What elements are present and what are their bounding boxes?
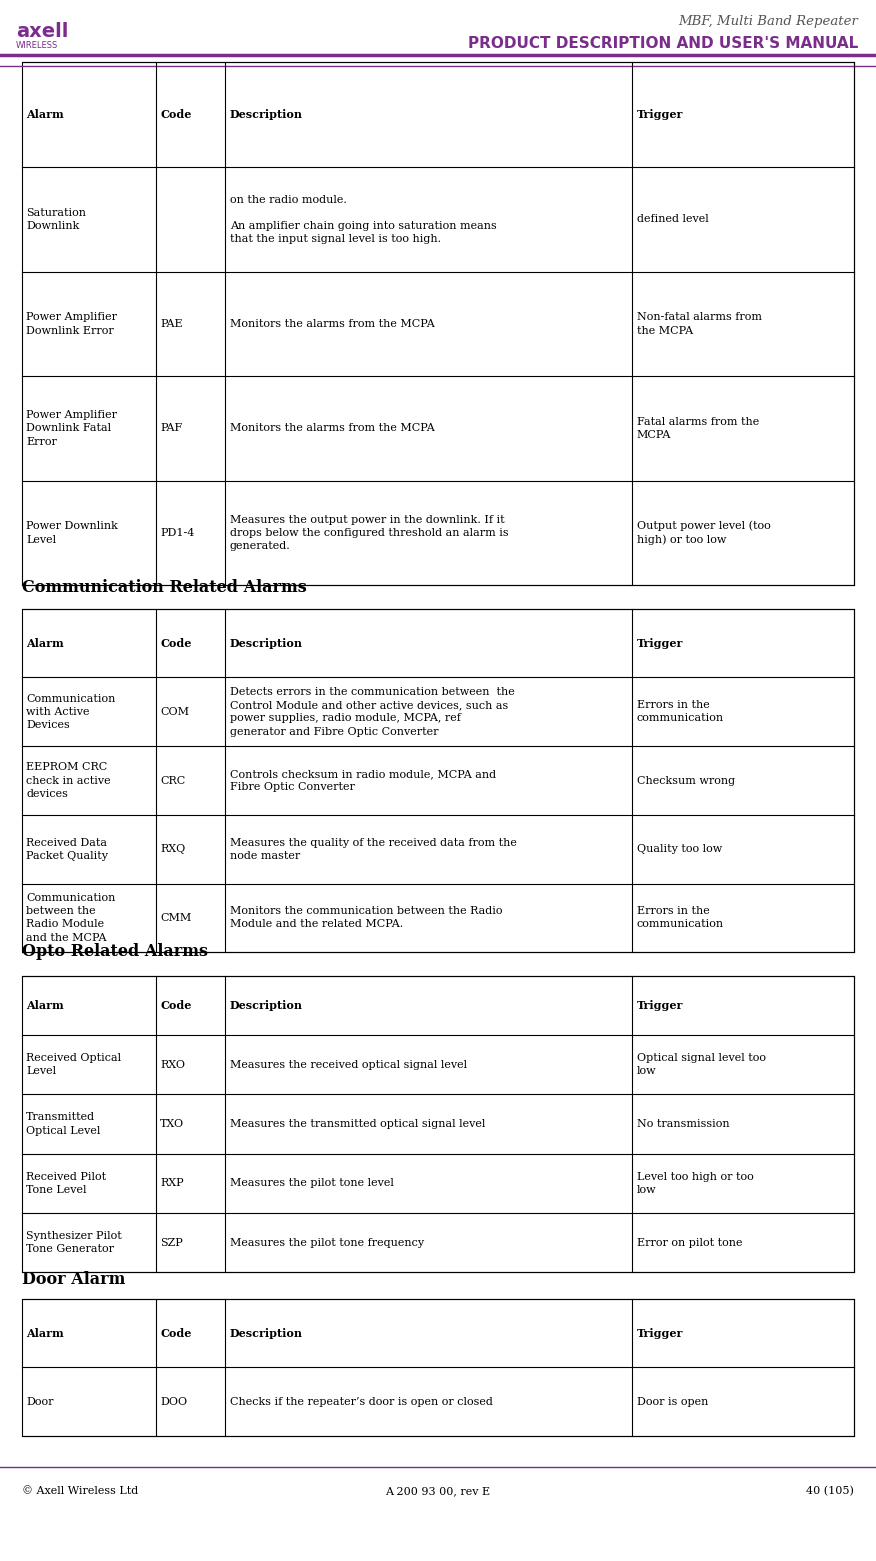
Text: WIRELESS: WIRELESS [16,41,58,50]
Text: Checks if the repeater’s door is open or closed: Checks if the repeater’s door is open or… [230,1397,492,1406]
Text: Detects errors in the communication between  the
Control Module and other active: Detects errors in the communication betw… [230,687,514,737]
Bar [22,609,854,952]
Text: 40 (105): 40 (105) [806,1486,854,1495]
Text: A 200 93 00, rev E: A 200 93 00, rev E [385,1486,491,1495]
Text: Alarm: Alarm [26,1327,64,1339]
Text: Trigger: Trigger [637,109,683,120]
Text: Communication Related Alarms: Communication Related Alarms [22,579,307,596]
Text: Measures the pilot tone frequency: Measures the pilot tone frequency [230,1238,424,1247]
Text: SZP: SZP [160,1238,183,1247]
Text: No transmission: No transmission [637,1119,729,1129]
Text: RXP: RXP [160,1179,184,1188]
Text: RXO: RXO [160,1060,186,1069]
Text: Communication
with Active
Devices: Communication with Active Devices [26,693,116,731]
Text: Opto Related Alarms: Opto Related Alarms [22,943,208,960]
Text: on the radio module.

An amplifier chain going into saturation means
that the in: on the radio module. An amplifier chain … [230,195,497,244]
Text: Measures the pilot tone level: Measures the pilot tone level [230,1179,393,1188]
Text: Received Pilot
Tone Level: Received Pilot Tone Level [26,1172,106,1194]
Text: Measures the received optical signal level: Measures the received optical signal lev… [230,1060,467,1069]
Text: Alarm: Alarm [26,109,64,120]
Text: Code: Code [160,637,192,649]
Text: Monitors the alarms from the MCPA: Monitors the alarms from the MCPA [230,423,434,434]
Text: Errors in the
communication: Errors in the communication [637,701,724,723]
Text: Trigger: Trigger [637,1327,683,1339]
Text: Code: Code [160,109,192,120]
Text: Power Downlink
Level: Power Downlink Level [26,521,118,545]
Text: Error on pilot tone: Error on pilot tone [637,1238,742,1247]
Text: Code: Code [160,999,192,1012]
Text: Errors in the
communication: Errors in the communication [637,907,724,929]
Text: RXQ: RXQ [160,845,186,854]
Text: Description: Description [230,999,303,1012]
Text: Fatal alarms from the
MCPA: Fatal alarms from the MCPA [637,417,759,440]
Text: Alarm: Alarm [26,637,64,649]
Text: Power Amplifier
Downlink Fatal
Error: Power Amplifier Downlink Fatal Error [26,411,117,446]
Text: Quality too low: Quality too low [637,845,722,854]
Text: PAF: PAF [160,423,182,434]
Text: Alarm: Alarm [26,999,64,1012]
Text: EEPROM CRC
check in active
devices: EEPROM CRC check in active devices [26,762,111,799]
Text: Level too high or too
low: Level too high or too low [637,1172,753,1194]
Text: Monitors the alarms from the MCPA: Monitors the alarms from the MCPA [230,318,434,329]
Bar [22,62,854,585]
Text: Saturation
Downlink: Saturation Downlink [26,208,86,231]
Text: Power Amplifier
Downlink Error: Power Amplifier Downlink Error [26,312,117,336]
Text: defined level: defined level [637,214,709,225]
Text: TXO: TXO [160,1119,185,1129]
Text: PRODUCT DESCRIPTION AND USER'S MANUAL: PRODUCT DESCRIPTION AND USER'S MANUAL [469,36,858,52]
Text: © Axell Wireless Ltd: © Axell Wireless Ltd [22,1486,138,1495]
Text: PD1-4: PD1-4 [160,528,194,539]
Text: Trigger: Trigger [637,999,683,1012]
Text: Door Alarm: Door Alarm [22,1271,125,1288]
Text: Description: Description [230,637,303,649]
Text: Monitors the communication between the Radio
Module and the related MCPA.: Monitors the communication between the R… [230,907,502,929]
Text: PAE: PAE [160,318,183,329]
Text: Trigger: Trigger [637,637,683,649]
Text: Synthesizer Pilot
Tone Generator: Synthesizer Pilot Tone Generator [26,1232,122,1253]
Text: Output power level (too
high) or too low: Output power level (too high) or too low [637,521,770,545]
Text: Door: Door [26,1397,53,1406]
Bar [22,976,854,1272]
Text: Optical signal level too
low: Optical signal level too low [637,1054,766,1076]
Text: Measures the transmitted optical signal level: Measures the transmitted optical signal … [230,1119,485,1129]
Text: Non-fatal alarms from
the MCPA: Non-fatal alarms from the MCPA [637,312,761,336]
Text: Description: Description [230,1327,303,1339]
Text: Communication
between the
Radio Module
and the MCPA: Communication between the Radio Module a… [26,893,116,943]
Text: DOO: DOO [160,1397,187,1406]
Text: Measures the output power in the downlink. If it
drops below the configured thre: Measures the output power in the downlin… [230,515,508,551]
Text: Door is open: Door is open [637,1397,708,1406]
Bar [22,1299,854,1436]
Text: Controls checksum in radio module, MCPA and
Fibre Optic Converter: Controls checksum in radio module, MCPA … [230,770,496,791]
Text: MBF, Multi Band Repeater: MBF, Multi Band Repeater [679,16,858,28]
Text: CMM: CMM [160,913,192,923]
Text: Transmitted
Optical Level: Transmitted Optical Level [26,1113,101,1135]
Text: Received Data
Packet Quality: Received Data Packet Quality [26,838,109,860]
Text: Code: Code [160,1327,192,1339]
Text: COM: COM [160,707,189,716]
Text: Received Optical
Level: Received Optical Level [26,1054,122,1076]
Text: Measures the quality of the received data from the
node master: Measures the quality of the received dat… [230,838,517,860]
Text: Description: Description [230,109,303,120]
Text: axell: axell [16,22,68,41]
Text: CRC: CRC [160,776,186,785]
Text: Checksum wrong: Checksum wrong [637,776,735,785]
